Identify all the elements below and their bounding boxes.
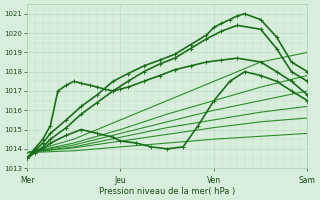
X-axis label: Pression niveau de la mer( hPa ): Pression niveau de la mer( hPa ) bbox=[99, 187, 235, 196]
